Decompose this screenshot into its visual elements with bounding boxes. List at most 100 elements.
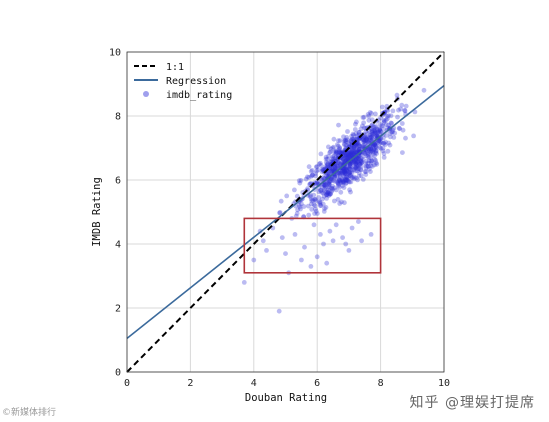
data-point	[353, 150, 359, 155]
data-point	[345, 156, 350, 161]
data-point	[370, 131, 376, 137]
data-point	[369, 148, 375, 154]
data-point	[334, 179, 340, 184]
data-point	[356, 141, 362, 147]
data-point	[356, 147, 362, 153]
data-point	[316, 161, 322, 167]
data-point	[312, 203, 318, 209]
data-point	[353, 161, 358, 167]
data-point	[305, 203, 311, 209]
data-point	[385, 116, 390, 121]
data-point	[307, 194, 313, 200]
data-point	[359, 238, 364, 244]
data-point	[344, 171, 350, 177]
data-point	[299, 257, 304, 263]
data-point	[325, 190, 331, 196]
data-point	[350, 131, 356, 137]
data-point	[342, 166, 348, 172]
data-point	[344, 177, 350, 183]
data-point	[377, 127, 382, 133]
data-point	[347, 166, 352, 172]
data-point	[344, 177, 350, 183]
data-point	[336, 160, 341, 166]
data-point	[348, 167, 353, 173]
data-point	[352, 164, 358, 170]
data-point	[383, 139, 388, 145]
data-point	[354, 164, 360, 170]
data-point	[325, 161, 330, 167]
data-point	[277, 210, 283, 215]
data-point	[350, 164, 355, 170]
data-point	[325, 156, 330, 162]
data-point	[373, 144, 379, 149]
data-point	[344, 174, 350, 180]
data-point	[325, 162, 330, 168]
data-point	[367, 135, 372, 141]
data-point	[323, 160, 329, 166]
data-point	[355, 177, 360, 183]
data-point	[343, 153, 349, 159]
data-point	[324, 260, 330, 266]
data-point	[350, 146, 355, 152]
data-point	[396, 125, 402, 131]
data-point	[330, 183, 335, 189]
data-point	[358, 173, 364, 179]
data-point	[324, 196, 329, 201]
data-point	[309, 168, 315, 173]
y-tick-label: 6	[115, 176, 121, 187]
data-point	[390, 129, 395, 135]
legend-swatch-points	[143, 91, 149, 97]
data-point	[360, 136, 366, 142]
data-point	[264, 248, 269, 253]
data-point	[361, 137, 367, 143]
data-point	[314, 164, 320, 170]
data-point	[361, 139, 366, 145]
data-point	[335, 181, 341, 186]
data-point	[369, 111, 374, 116]
x-tick-label: 2	[187, 378, 193, 389]
data-point	[377, 131, 382, 136]
data-point	[317, 160, 323, 166]
data-point	[331, 136, 337, 142]
data-point	[373, 125, 378, 130]
data-point	[366, 113, 372, 119]
data-point	[375, 130, 381, 135]
data-point	[334, 150, 339, 156]
data-point	[335, 160, 340, 166]
data-point	[369, 117, 375, 123]
data-point	[330, 154, 336, 160]
data-point	[348, 161, 353, 167]
data-point	[330, 187, 335, 193]
data-point	[368, 146, 374, 152]
data-point	[295, 207, 300, 213]
data-point	[339, 177, 345, 182]
x-tick-label: 4	[251, 378, 257, 389]
data-point	[335, 143, 341, 149]
data-point	[321, 241, 326, 247]
data-point	[330, 238, 336, 244]
data-point	[358, 167, 364, 173]
data-point	[347, 163, 353, 169]
data-point	[352, 174, 357, 180]
data-point	[374, 130, 380, 136]
data-point	[355, 159, 360, 165]
data-point	[372, 128, 377, 134]
data-point	[341, 169, 347, 175]
data-point	[358, 158, 363, 164]
data-point	[363, 163, 369, 169]
data-point	[309, 201, 314, 207]
data-point	[381, 141, 386, 146]
data-point	[354, 133, 360, 139]
data-point	[333, 222, 339, 228]
data-point	[310, 197, 316, 203]
data-point	[308, 169, 314, 174]
data-point	[370, 136, 376, 142]
data-point	[374, 133, 380, 139]
data-point	[378, 115, 384, 121]
data-point	[330, 145, 336, 151]
data-point	[356, 143, 362, 149]
data-point	[364, 148, 370, 153]
y-tick-label: 8	[115, 112, 121, 123]
data-point	[343, 180, 349, 186]
data-point	[314, 180, 319, 186]
